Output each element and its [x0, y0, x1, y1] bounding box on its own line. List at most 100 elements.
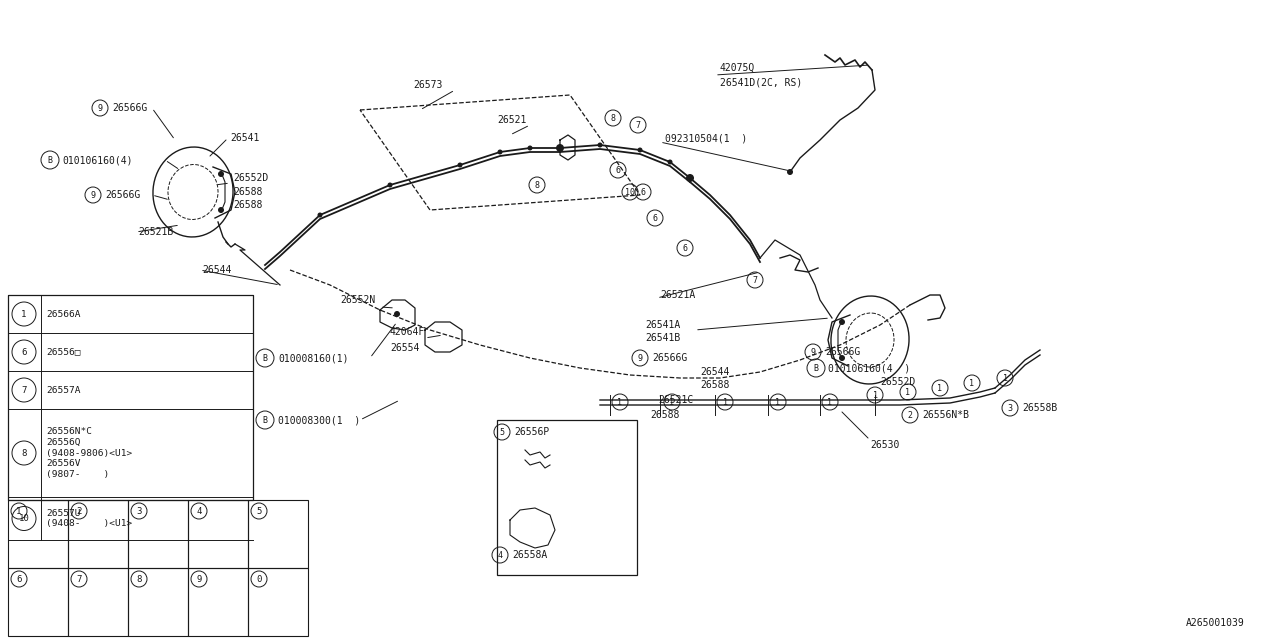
- Text: 1: 1: [617, 397, 622, 406]
- Circle shape: [556, 144, 564, 152]
- Text: 8: 8: [611, 113, 616, 122]
- Text: 5: 5: [256, 506, 261, 515]
- Text: 26541B: 26541B: [645, 333, 680, 343]
- Text: 26530: 26530: [870, 440, 900, 450]
- Text: 26588: 26588: [233, 187, 262, 197]
- Text: 26566A: 26566A: [46, 310, 81, 319]
- Text: 26588: 26588: [700, 380, 730, 390]
- Text: 3: 3: [1007, 403, 1012, 413]
- Bar: [8, 568, 68, 636]
- Text: 26556N*C
26556Q
(9408-9806)<U1>
26556V
(9807-    ): 26556N*C 26556Q (9408-9806)<U1> 26556V (…: [46, 427, 132, 479]
- Text: 9: 9: [97, 104, 102, 113]
- Text: 5: 5: [499, 428, 504, 436]
- Text: 26556P: 26556P: [515, 427, 549, 437]
- Text: 26541A: 26541A: [645, 320, 680, 330]
- Text: 4: 4: [196, 506, 202, 515]
- Text: 6: 6: [640, 188, 645, 196]
- Text: 1: 1: [669, 397, 675, 406]
- Text: 26556□: 26556□: [46, 348, 81, 356]
- Circle shape: [218, 207, 224, 213]
- Text: 26552N: 26552N: [340, 295, 375, 305]
- Circle shape: [498, 150, 503, 154]
- Text: 6: 6: [616, 166, 621, 175]
- Text: 26557A: 26557A: [46, 385, 81, 394]
- Text: 4: 4: [498, 550, 503, 559]
- Text: 010008300(1  ): 010008300(1 ): [278, 415, 360, 425]
- Text: 26521B: 26521B: [138, 227, 173, 237]
- Text: 26588: 26588: [650, 410, 680, 420]
- Circle shape: [527, 145, 532, 150]
- Text: 7: 7: [753, 275, 758, 285]
- Text: 9: 9: [637, 353, 643, 362]
- Text: 010106160(4  ): 010106160(4 ): [828, 363, 910, 373]
- Text: 1: 1: [873, 390, 878, 399]
- Circle shape: [686, 174, 694, 182]
- Text: 0: 0: [256, 575, 261, 584]
- Bar: [188, 500, 248, 568]
- Circle shape: [457, 163, 462, 168]
- Text: 9: 9: [91, 191, 96, 200]
- Text: 10: 10: [625, 188, 635, 196]
- Text: 26541D(2C, RS): 26541D(2C, RS): [719, 77, 803, 87]
- Text: 26541: 26541: [230, 133, 260, 143]
- Text: 10: 10: [19, 514, 29, 523]
- Text: 7: 7: [77, 575, 82, 584]
- Text: 6: 6: [653, 214, 658, 223]
- Bar: [68, 500, 128, 568]
- Text: 26566G: 26566G: [652, 353, 687, 363]
- Circle shape: [317, 212, 323, 218]
- Text: 8: 8: [22, 449, 27, 458]
- Text: 42075Q: 42075Q: [719, 63, 755, 73]
- Text: 6: 6: [22, 348, 27, 356]
- Bar: [248, 568, 308, 636]
- Bar: [497, 420, 637, 575]
- Text: 1: 1: [722, 397, 727, 406]
- Bar: [8, 500, 68, 568]
- Text: 26573: 26573: [413, 80, 443, 90]
- Text: 3: 3: [136, 506, 142, 515]
- Text: 7: 7: [22, 385, 27, 394]
- Text: 1: 1: [1002, 374, 1007, 383]
- Text: 1: 1: [937, 383, 942, 392]
- Text: 26566G: 26566G: [826, 347, 860, 357]
- Text: 6: 6: [682, 243, 687, 253]
- Circle shape: [218, 171, 224, 177]
- Circle shape: [637, 147, 643, 152]
- Text: 8: 8: [136, 575, 142, 584]
- Text: 010106160(4): 010106160(4): [61, 155, 133, 165]
- Text: 26558B: 26558B: [1021, 403, 1057, 413]
- Text: B: B: [262, 353, 268, 362]
- Text: A265001039: A265001039: [1187, 618, 1245, 628]
- Circle shape: [394, 311, 399, 317]
- Bar: [128, 500, 188, 568]
- Text: 26557U
(9408-    )<U1>: 26557U (9408- )<U1>: [46, 509, 132, 529]
- Text: B: B: [47, 156, 52, 164]
- Text: 26554: 26554: [390, 343, 420, 353]
- Text: 26521A: 26521A: [660, 290, 695, 300]
- Bar: [8, 295, 253, 500]
- Text: 26588: 26588: [233, 200, 262, 210]
- Text: 1: 1: [17, 506, 22, 515]
- Text: 26544: 26544: [700, 367, 730, 377]
- Circle shape: [388, 182, 393, 188]
- Text: 1: 1: [827, 397, 832, 406]
- Text: 8: 8: [535, 180, 539, 189]
- Text: 42064F: 42064F: [390, 327, 425, 337]
- Bar: [68, 568, 128, 636]
- Text: 26544: 26544: [202, 265, 232, 275]
- Text: 6: 6: [17, 575, 22, 584]
- Text: 26521: 26521: [497, 115, 526, 125]
- Text: 26552D: 26552D: [881, 377, 915, 387]
- Circle shape: [667, 159, 672, 164]
- Text: 26552D: 26552D: [233, 173, 269, 183]
- Text: 26558A: 26558A: [512, 550, 548, 560]
- Circle shape: [598, 143, 603, 147]
- Text: 26566G: 26566G: [113, 103, 147, 113]
- Text: 26566G: 26566G: [105, 190, 141, 200]
- Text: 26556N*B: 26556N*B: [922, 410, 969, 420]
- Circle shape: [838, 319, 845, 325]
- Circle shape: [838, 355, 845, 361]
- Circle shape: [787, 169, 794, 175]
- Text: B: B: [814, 364, 818, 372]
- Text: 092310504(1  ): 092310504(1 ): [666, 133, 748, 143]
